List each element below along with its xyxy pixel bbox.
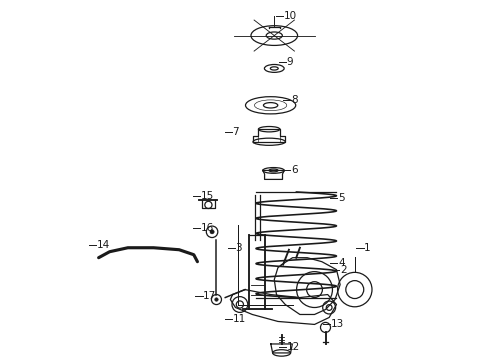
Circle shape	[210, 230, 214, 234]
Text: 2: 2	[340, 265, 347, 275]
Text: 13: 13	[331, 319, 344, 329]
Text: 1: 1	[364, 243, 371, 253]
Text: 16: 16	[201, 223, 214, 233]
Text: 5: 5	[338, 193, 344, 203]
Text: 6: 6	[291, 165, 298, 175]
Text: 8: 8	[291, 95, 298, 105]
Text: 3: 3	[236, 243, 242, 253]
Text: 9: 9	[287, 58, 294, 67]
Text: 12: 12	[287, 342, 300, 352]
Text: 4: 4	[338, 258, 344, 268]
Text: 7: 7	[233, 127, 239, 137]
Text: 11: 11	[233, 314, 246, 324]
Text: 17: 17	[203, 291, 217, 301]
Text: 10: 10	[284, 11, 297, 21]
Text: 14: 14	[97, 240, 110, 250]
Circle shape	[215, 298, 218, 301]
Text: 15: 15	[201, 191, 214, 201]
